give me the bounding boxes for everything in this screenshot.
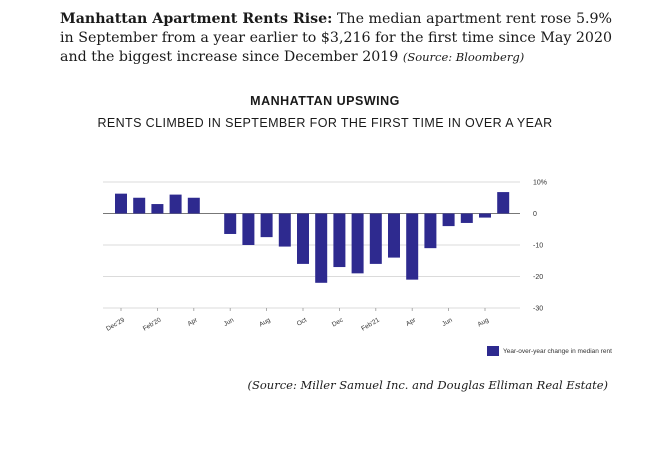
intro-source: (Source: Bloomberg) — [402, 50, 525, 64]
bar-Dec'19 — [115, 193, 127, 214]
intro-body: The median apartment rent rose 5.9% in S… — [60, 11, 612, 65]
bar-Feb'21 — [369, 213, 382, 264]
x-tick-label: Apr — [187, 316, 200, 328]
x-tick-label: Apr — [405, 316, 418, 328]
x-tick-label: Feb'21 — [360, 316, 381, 332]
x-tick-label: Jun — [441, 316, 454, 327]
x-tick-label: Feb'20 — [142, 316, 163, 332]
bar-Apr'21 — [406, 213, 419, 280]
bar-Sep'20 — [278, 213, 291, 247]
bar-Aug'21 — [479, 213, 491, 218]
intro-paragraph: Manhattan Apartment Rents Rise: The medi… — [60, 10, 612, 67]
bar-Jun'20 — [224, 213, 237, 234]
chart-subtitle: RENTS CLIMBED IN SEPTEMBER FOR THE FIRST… — [97, 116, 553, 130]
bar-Feb'20 — [151, 204, 164, 214]
source-note: (Source: Miller Samuel Inc. and Douglas … — [247, 378, 609, 392]
x-tick-label: Oct — [296, 317, 308, 328]
bar-Aug'20 — [260, 213, 273, 238]
chart-legend: Year-over-year change in median rent — [487, 346, 612, 356]
bar-May'21 — [424, 213, 437, 249]
x-tick-label: Aug — [476, 316, 490, 328]
bar-Apr'20 — [187, 197, 200, 214]
legend-label: Year-over-year change in median rent — [503, 347, 612, 355]
intro-headline: Manhattan Apartment Rents Rise: — [60, 11, 333, 27]
chart-title: MANHATTAN UPSWING — [250, 94, 400, 108]
y-tick-label: -20 — [533, 274, 543, 281]
bar-Jul'21 — [460, 213, 473, 223]
bar-Dec'20 — [333, 213, 346, 268]
x-tick-label: Jun — [223, 316, 236, 327]
x-tick-label: Dec — [331, 316, 345, 328]
y-tick-label: 0 — [533, 211, 537, 218]
bar-Jan'21 — [351, 213, 364, 274]
bar-Mar'20 — [169, 194, 182, 214]
y-tick-label: -10 — [533, 243, 543, 250]
bar-Sep'21 — [497, 192, 510, 214]
bar-Mar'21 — [388, 213, 400, 258]
x-tick-label: Dec'29 — [105, 316, 126, 332]
bar-Jul'20 — [242, 213, 255, 245]
legend-swatch — [487, 346, 499, 356]
bar-Oct'20 — [297, 213, 309, 264]
bar-Jun'21 — [442, 213, 455, 227]
bar-Jan'20 — [133, 197, 146, 214]
x-tick-label: Aug — [258, 316, 272, 328]
bar-Nov'20 — [315, 213, 328, 283]
y-tick-label: 10% — [533, 180, 547, 187]
y-tick-label: -30 — [533, 306, 543, 313]
